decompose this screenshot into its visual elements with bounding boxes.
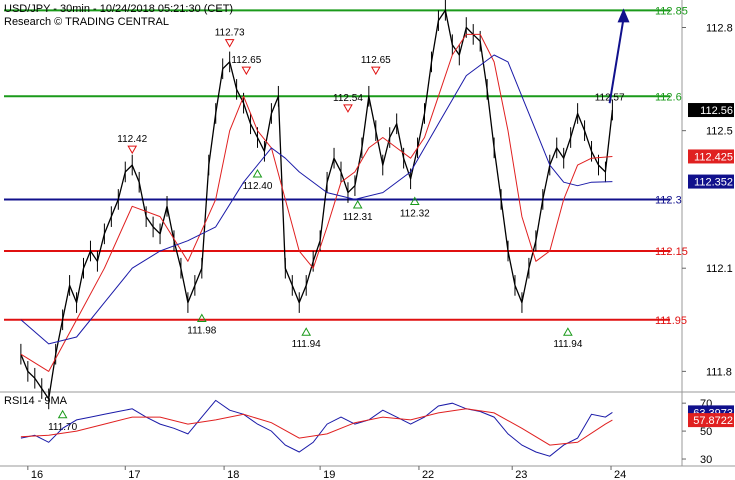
marker-down-1 xyxy=(127,145,138,155)
marker-up-12 xyxy=(563,327,573,336)
frame xyxy=(0,0,735,467)
series-layer xyxy=(20,0,614,410)
series-ma_slow xyxy=(20,54,613,345)
marker-down-9 xyxy=(370,66,381,76)
price-badge-label-0: 112.56 xyxy=(700,105,733,117)
annotations-layer: 111.70 112.42 111.98 112.73 112.65 112.40 111.… xyxy=(48,28,625,433)
marker-up-8 xyxy=(352,199,363,209)
rsi-series-rsi_ma xyxy=(20,408,613,446)
marker-up-6 xyxy=(301,327,312,336)
price-axis: 112.8 112.5 112.1 111.8 xyxy=(682,23,733,378)
price-tick-label-3: 111.8 xyxy=(706,366,732,378)
rsi-panel: RSI14 - 9MA70503063.397357.8722 xyxy=(4,395,734,466)
price-badge-label-1: 112.425 xyxy=(694,151,733,163)
annotation-label-10: 112.32 xyxy=(400,209,430,220)
price-badge-0 xyxy=(688,103,734,118)
level-label-1: 112.6 xyxy=(655,91,682,103)
time-tick-label-3: 19 xyxy=(323,469,335,480)
time-tick-label-4: 22 xyxy=(422,469,434,480)
time-tick-label-1: 17 xyxy=(128,469,140,480)
rsi-tick-label-1: 50 xyxy=(700,426,712,438)
series-price xyxy=(20,9,614,400)
chart-title: USD/JPY - 30min - 10/24/2018 05:21:30 (C… xyxy=(4,3,233,15)
annotation-label-2: 111.98 xyxy=(187,325,217,336)
rsi-series-rsi xyxy=(20,399,613,457)
marker-up-5 xyxy=(252,169,263,178)
annotation-label-3: 112.73 xyxy=(215,28,245,39)
rsi-badge-label-1: 57.8722 xyxy=(693,415,733,427)
marker-down-3 xyxy=(224,39,235,48)
forecast-arrow-shaft xyxy=(608,18,625,104)
annotation-label-0: 111.70 xyxy=(48,422,78,433)
rsi-badge-1 xyxy=(688,413,734,428)
marker-up-2 xyxy=(196,313,207,322)
time-tick-label-0: 16 xyxy=(31,469,43,480)
price-badge-1 xyxy=(688,149,734,164)
marker-down-7 xyxy=(343,104,353,113)
time-axis: 16 17 18 19 22 23 24 xyxy=(27,466,626,480)
annotation-label-5: 112.40 xyxy=(243,181,273,192)
marker-down-4 xyxy=(241,66,252,76)
annotation-label-1: 112.42 xyxy=(117,134,147,145)
chart-credit: Research © TRADING CENTRAL xyxy=(4,16,169,28)
annotation-label-9: 112.65 xyxy=(361,55,391,66)
level-label-0: 112.85 xyxy=(655,5,688,17)
annotation-label-4: 112.65 xyxy=(231,55,261,66)
levels-layer: 112.85 112.6 112.3 112.15 111.95 xyxy=(4,5,688,327)
price-tick-label-2: 112.1 xyxy=(706,263,733,275)
time-tick-label-5: 23 xyxy=(515,469,527,480)
annotation-label-7: 112.54 xyxy=(333,93,363,104)
level-label-4: 111.95 xyxy=(655,315,687,327)
annotation-label-8: 112.31 xyxy=(343,212,373,223)
series-ma_fast xyxy=(20,33,613,372)
marker-up-0 xyxy=(57,409,68,419)
forecast-arrow-head xyxy=(617,8,630,23)
rsi-tick-label-2: 30 xyxy=(700,454,712,466)
price-badge-2 xyxy=(688,174,734,189)
price-tick-label-0: 112.8 xyxy=(706,23,733,35)
level-label-3: 112.15 xyxy=(655,246,688,258)
annotation-label-12: 111.94 xyxy=(553,339,583,350)
annotation-label-6: 111.94 xyxy=(292,339,322,350)
time-tick-label-6: 24 xyxy=(614,469,626,480)
level-label-2: 112.3 xyxy=(655,194,682,206)
time-tick-label-2: 18 xyxy=(227,469,239,480)
rsi-title: RSI14 - 9MA xyxy=(4,395,68,407)
price-badges: 112.56 112.425 112.352 xyxy=(688,103,734,189)
price-badge-label-2: 112.352 xyxy=(694,177,733,189)
marker-up-10 xyxy=(409,196,420,206)
price-tick-label-1: 112.5 xyxy=(706,126,733,138)
forecast-arrow xyxy=(608,8,630,104)
